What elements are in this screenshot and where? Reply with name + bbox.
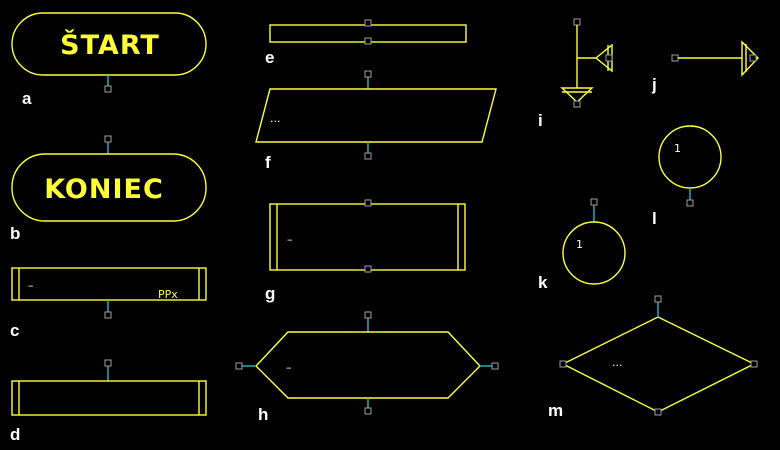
shape-label-b: b — [10, 224, 20, 243]
io-text: ... — [270, 112, 281, 125]
end-top-handle[interactable] — [104, 135, 112, 143]
predefined-process-code: PPx — [158, 288, 178, 301]
prep-text: – — [286, 361, 292, 374]
process-top-handle[interactable] — [364, 199, 372, 207]
io-bottom-handle[interactable] — [364, 152, 372, 160]
predefined-process-text: – — [28, 279, 34, 292]
connector-out-bottom-handle[interactable] — [686, 199, 694, 207]
branch-bottom-handle[interactable] — [573, 100, 581, 108]
arrow-right-handle[interactable] — [749, 54, 757, 62]
shape-f-input-output[interactable]: ... f — [255, 70, 497, 172]
prep-top-handle[interactable] — [364, 311, 372, 319]
shape-label-d: d — [10, 425, 20, 444]
subroutine-outline — [11, 380, 207, 416]
connector-out-circle — [658, 125, 722, 189]
decision-bottom-handle[interactable] — [654, 408, 662, 416]
process-outline — [269, 203, 466, 271]
shape-l-connector-out[interactable]: 1 l — [652, 125, 722, 228]
prep-bottom-handle[interactable] — [364, 407, 372, 415]
io-parallelogram-outline — [255, 88, 497, 143]
decision-diamond-outline — [561, 316, 756, 413]
branch-down-arrow-icon — [560, 87, 594, 103]
connector-in-top-handle[interactable] — [590, 198, 598, 206]
decision-text: ... — [612, 356, 623, 369]
shape-label-g: g — [265, 284, 275, 303]
decision-left-handle[interactable] — [559, 360, 567, 368]
start-terminator-outline — [11, 12, 207, 76]
decision-right-handle[interactable] — [750, 360, 758, 368]
shape-j-arrow-connector[interactable]: j — [651, 40, 759, 94]
decision-top-handle[interactable] — [654, 295, 662, 303]
shape-label-h: h — [258, 405, 268, 424]
shape-label-m: m — [548, 401, 563, 420]
branch-right-handle[interactable] — [605, 54, 613, 62]
shape-label-a: a — [22, 89, 32, 108]
connector-in-circle — [562, 221, 626, 285]
shape-g-process[interactable]: – g — [265, 199, 466, 303]
arrow-left-handle[interactable] — [671, 54, 679, 62]
shape-label-f: f — [265, 153, 271, 172]
prep-right-handle[interactable] — [491, 362, 499, 370]
shape-d-subroutine[interactable]: d — [10, 359, 207, 444]
shape-b-end-terminator[interactable]: KONIEC b — [10, 135, 207, 243]
subroutine-top-handle[interactable] — [104, 359, 112, 367]
shape-k-connector-in[interactable]: 1 k — [538, 198, 626, 292]
prep-left-handle[interactable] — [235, 362, 243, 370]
shape-label-c: c — [10, 321, 19, 340]
shape-label-i: i — [538, 111, 543, 130]
io-top-handle[interactable] — [364, 70, 372, 78]
start-bottom-handle[interactable] — [104, 85, 112, 93]
predefined-bottom-handle[interactable] — [104, 311, 112, 319]
thin-process-bottom-handle[interactable] — [364, 37, 372, 45]
process-text: – — [287, 233, 293, 246]
shape-label-j: j — [651, 75, 657, 94]
start-terminator-text: ŠTART — [60, 29, 160, 61]
shape-h-preparation[interactable]: – h — [235, 311, 499, 424]
shape-c-predefined-process[interactable]: – PPx c — [10, 267, 207, 340]
process-bottom-handle[interactable] — [364, 265, 372, 273]
shape-label-e: e — [265, 48, 274, 67]
connector-out-number: 1 — [674, 142, 681, 155]
predefined-process-outline — [11, 267, 207, 301]
branch-top-handle[interactable] — [573, 18, 581, 26]
shape-m-decision[interactable]: ... m — [548, 295, 758, 420]
thin-process-top-handle[interactable] — [364, 19, 372, 27]
shape-label-l: l — [652, 209, 657, 228]
shape-i-branch-connector[interactable]: i — [538, 18, 613, 130]
connector-in-number: 1 — [576, 238, 583, 251]
shape-e-thin-process[interactable]: e — [265, 19, 467, 67]
shape-a-start-terminator[interactable]: ŠTART a — [11, 12, 207, 108]
arrow-right-head-icon — [741, 40, 759, 77]
end-terminator-text: KONIEC — [44, 174, 164, 205]
end-terminator-outline — [11, 153, 207, 222]
shape-label-k: k — [538, 273, 548, 292]
